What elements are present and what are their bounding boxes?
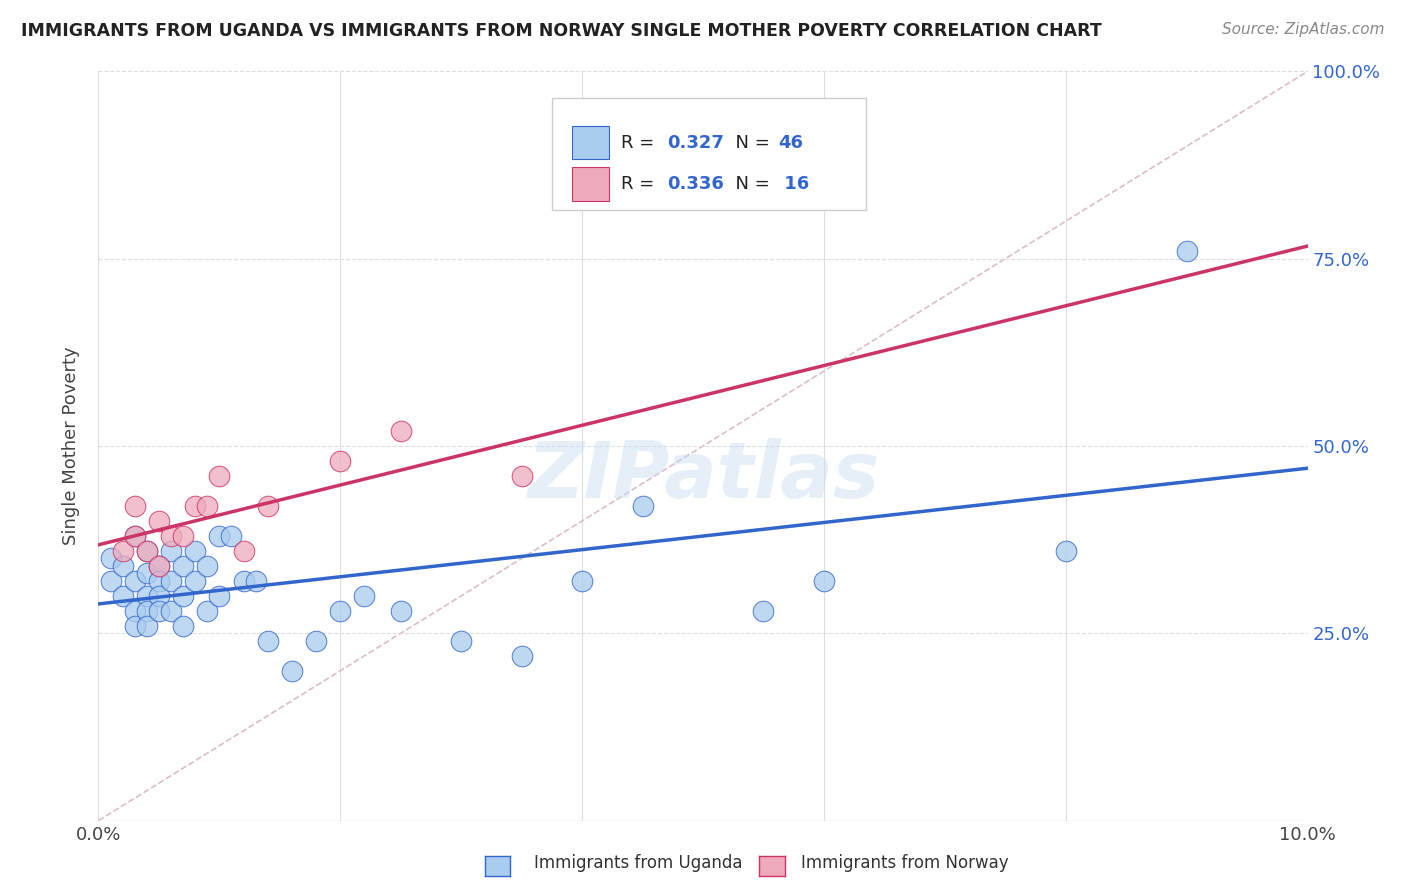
- Bar: [572, 126, 609, 160]
- Text: N =: N =: [724, 175, 769, 193]
- Point: [160, 574, 183, 588]
- Point: [124, 619, 146, 633]
- Bar: [572, 167, 609, 201]
- Point: [353, 589, 375, 603]
- Point: [135, 566, 157, 581]
- Point: [329, 604, 352, 618]
- Point: [571, 574, 593, 588]
- Point: [172, 529, 194, 543]
- Point: [160, 604, 183, 618]
- Point: [148, 514, 170, 528]
- Point: [135, 619, 157, 633]
- Point: [124, 574, 146, 588]
- Point: [111, 589, 134, 603]
- Point: [1175, 244, 1198, 259]
- Point: [124, 529, 146, 543]
- Point: [208, 469, 231, 483]
- Point: [389, 604, 412, 618]
- Point: [232, 544, 254, 558]
- Point: [195, 604, 218, 618]
- Point: [232, 574, 254, 588]
- Point: [208, 589, 231, 603]
- Point: [184, 574, 207, 588]
- Text: 0.336: 0.336: [666, 175, 724, 193]
- Point: [148, 558, 170, 573]
- Point: [256, 633, 278, 648]
- Point: [813, 574, 835, 588]
- Point: [195, 558, 218, 573]
- Point: [124, 529, 146, 543]
- Point: [281, 664, 304, 678]
- Point: [148, 558, 170, 573]
- Point: [160, 544, 183, 558]
- Point: [1054, 544, 1077, 558]
- Point: [135, 604, 157, 618]
- Point: [184, 499, 207, 513]
- Point: [100, 574, 122, 588]
- Point: [389, 424, 412, 438]
- Text: R =: R =: [621, 134, 659, 152]
- Point: [100, 551, 122, 566]
- Text: Immigrants from Norway: Immigrants from Norway: [801, 855, 1010, 872]
- Text: Immigrants from Uganda: Immigrants from Uganda: [534, 855, 742, 872]
- Point: [111, 558, 134, 573]
- Point: [124, 499, 146, 513]
- Text: 0.327: 0.327: [666, 134, 724, 152]
- Text: N =: N =: [724, 134, 769, 152]
- Point: [148, 589, 170, 603]
- Point: [195, 499, 218, 513]
- Point: [245, 574, 267, 588]
- Text: 16: 16: [778, 175, 810, 193]
- Point: [329, 454, 352, 468]
- Text: ZIPatlas: ZIPatlas: [527, 438, 879, 514]
- Point: [450, 633, 472, 648]
- Point: [172, 619, 194, 633]
- Point: [160, 529, 183, 543]
- Text: R =: R =: [621, 175, 659, 193]
- Text: IMMIGRANTS FROM UGANDA VS IMMIGRANTS FROM NORWAY SINGLE MOTHER POVERTY CORRELATI: IMMIGRANTS FROM UGANDA VS IMMIGRANTS FRO…: [21, 22, 1102, 40]
- Point: [148, 574, 170, 588]
- Point: [184, 544, 207, 558]
- Point: [631, 499, 654, 513]
- Point: [256, 499, 278, 513]
- Point: [135, 544, 157, 558]
- Point: [135, 589, 157, 603]
- Point: [208, 529, 231, 543]
- Text: 46: 46: [778, 134, 803, 152]
- Point: [124, 604, 146, 618]
- Point: [752, 604, 775, 618]
- Y-axis label: Single Mother Poverty: Single Mother Poverty: [62, 347, 80, 545]
- Point: [135, 544, 157, 558]
- Point: [172, 589, 194, 603]
- Text: Source: ZipAtlas.com: Source: ZipAtlas.com: [1222, 22, 1385, 37]
- Point: [510, 648, 533, 663]
- Point: [221, 529, 243, 543]
- FancyBboxPatch shape: [551, 97, 866, 210]
- Point: [172, 558, 194, 573]
- Point: [510, 469, 533, 483]
- Point: [305, 633, 328, 648]
- Point: [111, 544, 134, 558]
- Point: [148, 604, 170, 618]
